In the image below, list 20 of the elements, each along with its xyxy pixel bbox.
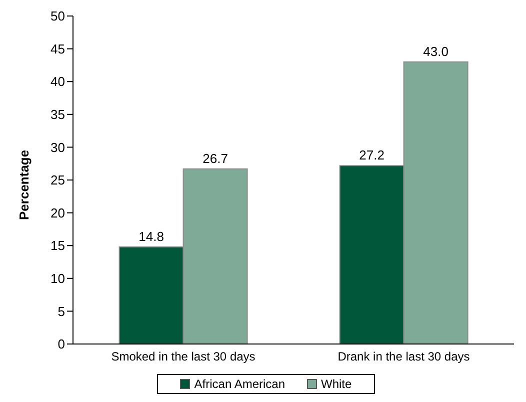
y-tick-label: 15 — [50, 238, 65, 254]
y-tick-label: 40 — [50, 74, 65, 90]
data-label: 27.2 — [359, 148, 384, 163]
y-tick-label: 30 — [50, 140, 65, 155]
legend-label: African American — [193, 377, 285, 391]
y-axis-title: Percentage — [16, 150, 32, 220]
y-tick-label: 35 — [50, 107, 65, 122]
y-tick-label: 45 — [50, 41, 65, 56]
data-label: 26.7 — [202, 150, 228, 166]
y-tick-label: 50 — [50, 8, 65, 24]
x-tick-label: Drank in the last 30 days — [338, 350, 470, 364]
y-tick-label: 25 — [50, 172, 65, 188]
data-label: 14.8 — [138, 228, 164, 244]
y-tick-label: 10 — [50, 271, 65, 286]
legend-label: White — [320, 377, 352, 391]
y-tick-label: 0 — [58, 336, 65, 352]
data-label: 43.0 — [423, 44, 448, 59]
y-tick-label: 20 — [50, 205, 65, 220]
y-tick-label: 5 — [58, 304, 65, 319]
x-tick-label: Smoked in the last 30 days — [111, 350, 256, 364]
